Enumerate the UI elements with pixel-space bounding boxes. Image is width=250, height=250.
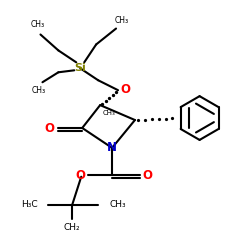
Text: Si: Si — [74, 63, 86, 73]
Text: CH₃: CH₃ — [103, 110, 116, 116]
Text: O: O — [143, 169, 153, 182]
Text: CH₂: CH₂ — [64, 223, 80, 232]
Text: O: O — [120, 83, 130, 96]
Text: CH₃: CH₃ — [115, 16, 129, 25]
Text: CH₃: CH₃ — [109, 200, 126, 209]
Text: N: N — [107, 141, 117, 154]
Text: CH₃: CH₃ — [30, 20, 44, 29]
Text: H₃C: H₃C — [21, 200, 38, 209]
Text: CH₃: CH₃ — [32, 86, 46, 95]
Text: O: O — [75, 169, 85, 182]
Text: O: O — [44, 122, 54, 136]
